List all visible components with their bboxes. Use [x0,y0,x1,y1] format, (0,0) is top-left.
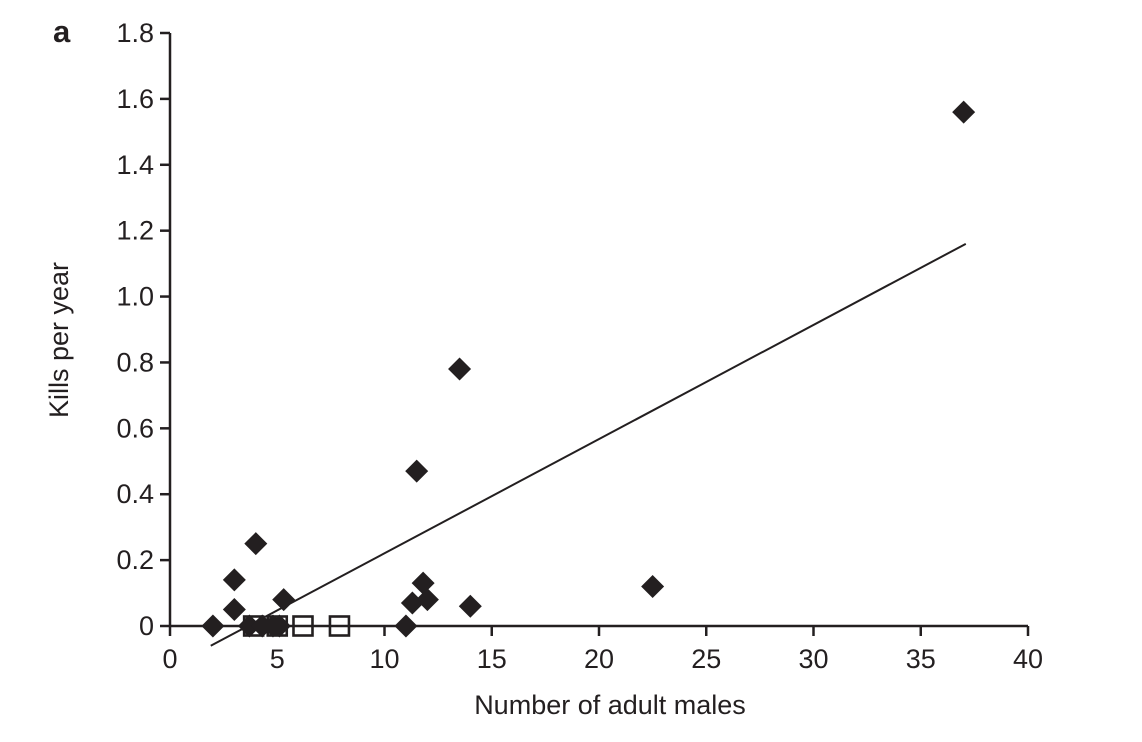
y-tick-label: 0.4 [116,479,154,509]
y-axis-tick-labels: 0 0.2 0.4 0.6 0.8 1.0 1.2 1.4 1.6 1.8 [116,18,154,641]
x-tick-label: 20 [584,644,614,674]
y-tick-label: 0.2 [116,545,154,575]
x-tick-label: 30 [798,644,828,674]
x-axis-tick-labels: 0 5 10 15 20 25 30 35 40 [162,644,1043,674]
series-filled-diamond [201,100,976,638]
data-point-diamond [272,588,296,612]
y-tick-label: 1.4 [116,150,154,180]
y-axis-ticks [160,31,170,628]
data-point-diamond [448,357,472,381]
data-point-diamond [400,591,424,615]
data-point-diamond [394,614,418,638]
y-tick-label: 0.8 [116,347,154,377]
data-point-diamond [267,614,291,638]
x-tick-label: 40 [1013,644,1043,674]
data-point-diamond [405,459,429,483]
x-axis-title: Number of adult males [474,690,746,720]
data-point-diamond [641,574,665,598]
trend-line-group [210,242,967,647]
data-point-square [292,615,314,637]
y-tick-label: 1.2 [116,216,154,246]
x-tick-label: 15 [477,644,507,674]
trend-line [210,242,967,647]
data-point-diamond [222,598,246,622]
data-point-diamond [415,588,439,612]
x-tick-label: 10 [369,644,399,674]
y-tick-label: 1.8 [116,18,154,48]
data-point-diamond [411,571,435,595]
data-point-diamond [237,614,261,638]
y-tick-label: 0 [139,611,154,641]
y-axis-title: Kills per year [44,262,74,418]
y-tick-label: 1.0 [116,282,154,312]
x-tick-label: 25 [691,644,721,674]
data-point-square [328,615,351,637]
data-point-diamond [458,594,482,618]
axes [168,33,1028,628]
data-point-diamond [244,532,268,556]
data-point-diamond [222,568,246,592]
x-tick-label: 0 [162,644,177,674]
y-tick-label: 0.6 [116,413,154,443]
x-tick-label: 35 [906,644,936,674]
panel-label: a [53,14,71,49]
data-point-diamond [201,614,225,638]
x-tick-label: 5 [270,644,285,674]
data-point-diamond [952,100,976,124]
y-tick-label: 1.6 [116,84,154,114]
